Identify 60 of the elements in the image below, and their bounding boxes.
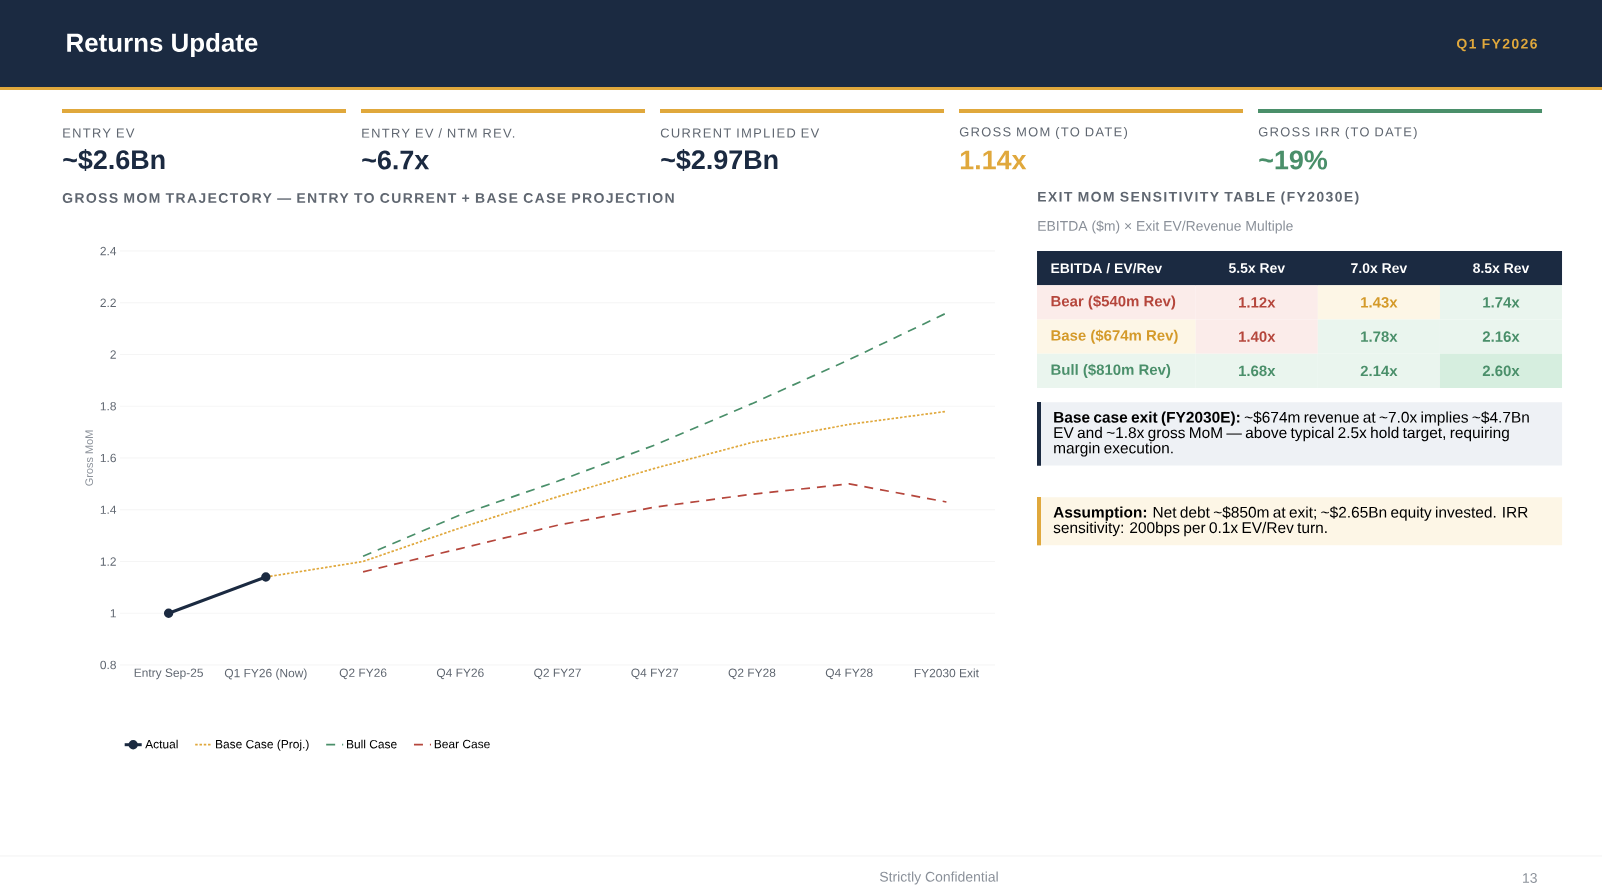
data-label: 1.43x [1361,297,1398,308]
category-label: ENTRY EV [63,128,135,138]
text: 13 [1523,873,1537,883]
x-tick-label: Entry Sep-25 [134,668,203,680]
data-label: 2.16x [1482,331,1520,342]
data-label: 1.68x [1239,365,1276,377]
x-tick-label: 5.5x Rev [1228,263,1286,273]
text: ~$2.6Bn [63,149,165,171]
y-tick-label: Base ($674m Rev) [1051,329,1178,344]
text: Returns Update [67,32,258,58]
text: ~19% [1259,150,1328,170]
x-tick-label: 7.0x Rev [1351,263,1408,274]
x-tick-label: Q1 FY26 (Now) [224,668,307,680]
y-tick-label: 1.8 [100,402,116,411]
x-tick-label: Q4 FY28 [825,668,873,680]
x-tick-label: 8.5x Rev [1473,263,1530,274]
y-tick-label: 2.2 [100,298,116,307]
line-series [362,312,948,558]
legend-label: Base Case (Proj.) [216,739,309,751]
text: ~6.7x [362,150,430,170]
y-tick-label: 2 [110,350,116,359]
x-tick-label: Q4 FY26 [436,668,484,680]
legend-label: Bull Case [347,739,397,749]
y-tick-label: 2.4 [100,246,117,256]
data-label: 1.74x [1483,297,1520,308]
legend-label: Bear Case [434,739,490,749]
text: Base case exit (FY2030E): ~$674m revenue at ~7.0x implies ~$4.7Bn EV and ~1.8x gross MoM — above typical 2.5x hold target, requiring margin execution. [1054,411,1529,457]
y-axis-title: EBITDA / EV/Rev [1051,262,1163,274]
legend-label: Actual [145,739,178,749]
chart-subtitle: EBITDA ($m) × Exit EV/Revenue Multiple [1038,220,1293,234]
x-tick-label: Q2 FY27 [534,668,581,680]
x-tick-label: Q2 FY28 [728,668,776,680]
x-tick-label: FY2030 Exit [914,668,979,678]
text: Q1 FY2026 [1456,38,1537,52]
text: ~$2.97Bn [661,149,778,171]
y-tick-label: 1 [110,609,116,618]
x-tick-label: Q4 FY27 [631,668,679,680]
chart-title: EXIT MOM SENSITIVITY TABLE (FY2030E) [1038,191,1359,205]
data-label: 1.12x [1239,297,1276,308]
y-tick-label: 1.4 [100,505,117,514]
category-label: CURRENT IMPLIED EV [660,128,820,138]
category-label: ENTRY EV / NTM REV. [362,128,515,138]
data-label: 1.40x [1239,331,1276,342]
y-tick-label: Bull ($810m Rev) [1051,363,1171,378]
data-label: 1.78x [1361,331,1398,342]
y-tick-label: 1.2 [100,557,116,566]
y-tick-label: 1.6 [100,453,116,463]
line-series [362,483,948,573]
data-label: 2.60x [1482,365,1520,377]
text: 1.14x [960,150,1027,170]
y-axis-title: Gross MoM [85,430,94,486]
data-label: 2.14x [1360,365,1398,377]
chart-title: GROSS MOM TRAJECTORY — ENTRY TO CURRENT + BASE CASE PROJECTION [62,193,674,203]
x-tick-label: Q2 FY26 [339,668,387,680]
y-tick-label: 0.8 [100,660,116,670]
category-label: GROSS MOM (TO DATE) [959,126,1128,140]
y-tick-label: Bear ($540m Rev) [1051,295,1176,310]
text: Assumption: Net debt ~$850m at exit; ~$2.65Bn equity invested. IRR sensitivity: 200bps per 0.1x EV/Rev turn. [1053,506,1528,537]
text: Strictly Confidential [879,871,998,885]
category-label: GROSS IRR (TO DATE) [1258,126,1417,140]
